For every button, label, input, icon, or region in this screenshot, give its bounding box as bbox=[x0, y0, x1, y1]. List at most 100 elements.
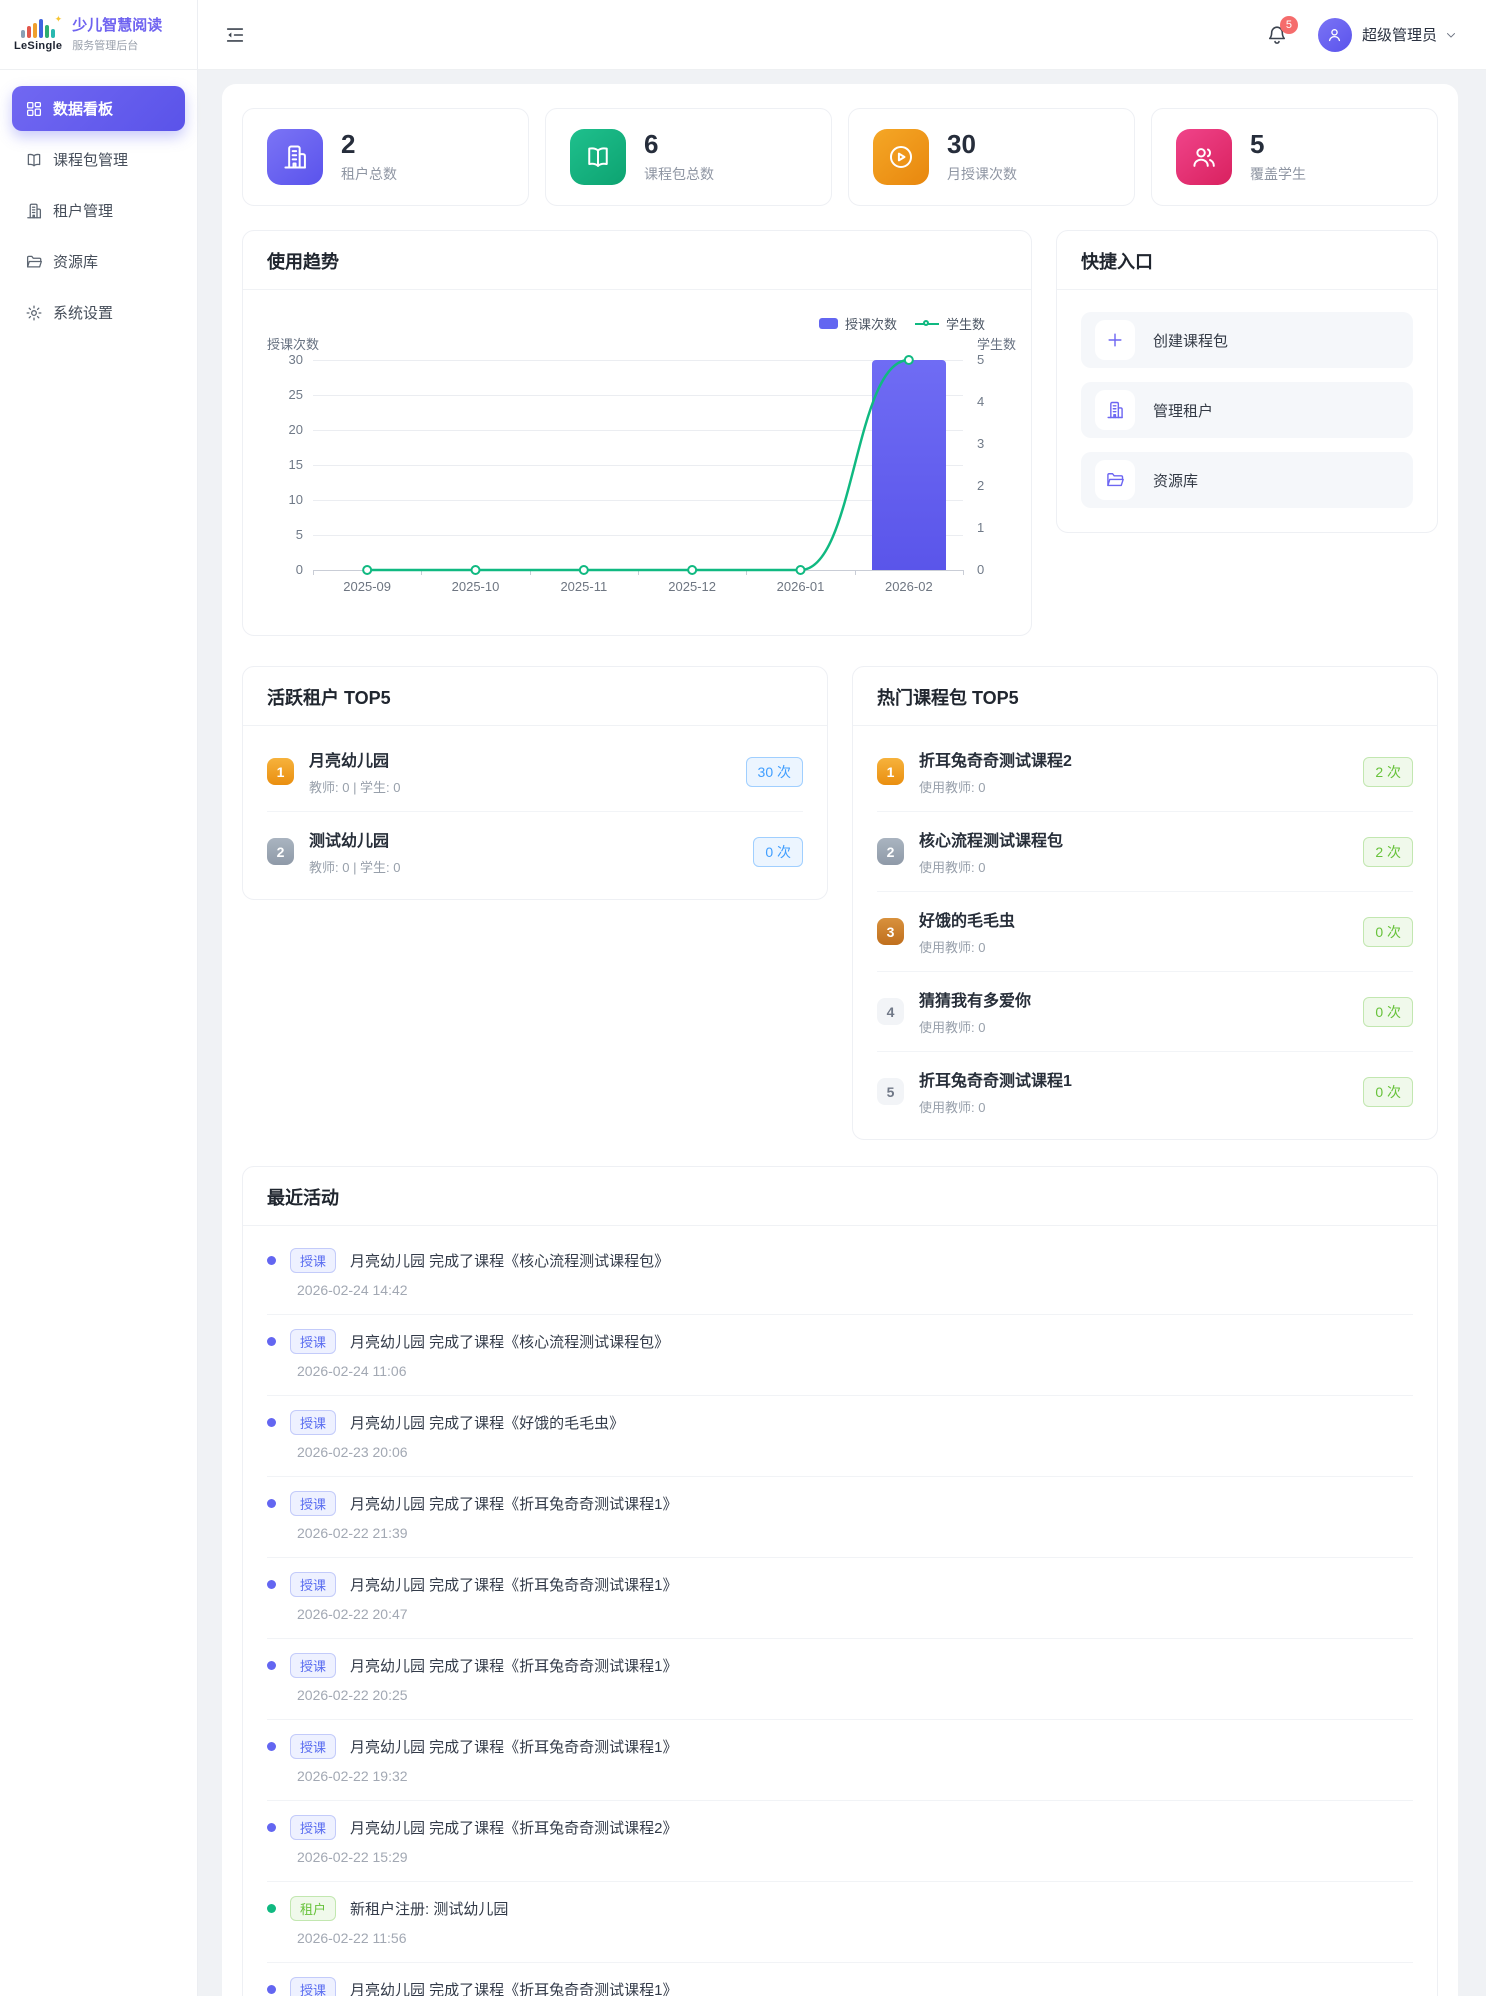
stat-value: 30 bbox=[947, 128, 976, 159]
stat-card: 6 课程包总数 bbox=[545, 108, 832, 206]
activity-timestamp: 2026-02-22 15:29 bbox=[297, 1849, 408, 1865]
gear-icon bbox=[25, 304, 43, 322]
activity-type-badge: 授课 bbox=[290, 1410, 337, 1435]
sidebar-nav: 数据看板 课程包管理 租户管理 资源库 系统设置 bbox=[0, 70, 197, 351]
plus-icon bbox=[1105, 330, 1125, 350]
left-axis-tick: 25 bbox=[288, 387, 303, 402]
activity-item: 授课 月亮幼儿园 完成了课程《折耳兔奇奇测试课程1》 2026-02-22 19… bbox=[267, 1720, 1413, 1801]
activity-type-badge: 授课 bbox=[290, 1653, 337, 1678]
hot-packages-card: 热门课程包 TOP5 1 折耳兔奇奇测试课程2 使用教师: 0 2 次 2 核心… bbox=[852, 666, 1438, 1140]
x-axis-label: 2025-10 bbox=[451, 579, 500, 594]
activity-item: 授课 月亮幼儿园 完成了课程《折耳兔奇奇测试课程1》 2026-02-22 20… bbox=[267, 1639, 1413, 1720]
sidebar-item-资源库[interactable]: 资源库 bbox=[12, 239, 185, 284]
main-column: 5 超级管理员 2 租户总数 6 课程包总数 30 月授课次数 bbox=[198, 0, 1486, 1996]
quick-entry-list: 创建课程包 管理租户 资源库 bbox=[1057, 290, 1437, 532]
rank-badge: 5 bbox=[877, 1078, 904, 1105]
grid-line bbox=[313, 360, 963, 361]
right-axis-title: 学生数 bbox=[977, 337, 1017, 352]
top5-row: 1 月亮幼儿园 教师: 0 | 学生: 0 30 次 bbox=[267, 732, 803, 812]
dashboard-panel: 2 租户总数 6 课程包总数 30 月授课次数 5 覆盖学生 使用趋势 授课次数… bbox=[222, 84, 1458, 1996]
activity-type-badge: 授课 bbox=[290, 1329, 337, 1354]
count-badge: 30 次 bbox=[745, 756, 803, 787]
x-axis-tickmark bbox=[638, 570, 639, 575]
sidebar-item-课程包管理[interactable]: 课程包管理 bbox=[12, 137, 185, 182]
top5-meta: 使用教师: 0 bbox=[919, 1020, 986, 1035]
recent-activity-list: 授课 月亮幼儿园 完成了课程《核心流程测试课程包》 2026-02-24 14:… bbox=[243, 1226, 1437, 1996]
activity-dot-icon bbox=[267, 1580, 276, 1589]
activity-timestamp: 2026-02-22 11:56 bbox=[297, 1930, 407, 1946]
sidebar-item-数据看板[interactable]: 数据看板 bbox=[12, 86, 185, 131]
quick-entry-label: 资源库 bbox=[1153, 472, 1199, 490]
x-axis-label: 2025-11 bbox=[560, 579, 608, 594]
notification-bell[interactable]: 5 bbox=[1266, 15, 1298, 46]
line-swatch-icon bbox=[914, 318, 939, 330]
left-axis-tick: 20 bbox=[288, 422, 303, 437]
top5-meta: 使用教师: 0 bbox=[919, 940, 986, 955]
open-book-icon bbox=[584, 143, 612, 171]
count-badge: 2 次 bbox=[1363, 836, 1413, 867]
legend-item-bar[interactable]: 授课次数 bbox=[818, 314, 897, 333]
count-badge: 0 次 bbox=[1363, 996, 1413, 1027]
x-axis-label: 2025-12 bbox=[668, 579, 717, 594]
user-name: 超级管理员 bbox=[1361, 27, 1437, 44]
sidebar-item-租户管理[interactable]: 租户管理 bbox=[12, 188, 185, 233]
grid-line bbox=[313, 500, 963, 501]
stat-label: 月授课次数 bbox=[947, 166, 1017, 183]
logo-spark-icon: ✦ bbox=[54, 13, 63, 24]
rank-badge: 4 bbox=[877, 998, 904, 1025]
stat-value: 6 bbox=[644, 128, 659, 159]
activity-type-badge: 租户 bbox=[290, 1896, 337, 1921]
legend-item-line[interactable]: 学生数 bbox=[914, 314, 985, 333]
right-axis-tick: 5 bbox=[977, 352, 985, 367]
top5-meta: 使用教师: 0 bbox=[919, 860, 986, 875]
grid-line bbox=[313, 535, 963, 536]
sidebar-item-系统设置[interactable]: 系统设置 bbox=[12, 290, 185, 335]
stat-card: 5 覆盖学生 bbox=[1151, 108, 1438, 206]
users-icon bbox=[1190, 143, 1218, 171]
active-tenants-list: 1 月亮幼儿园 教师: 0 | 学生: 0 30 次 2 测试幼儿园 教师: 0… bbox=[243, 726, 827, 899]
quick-entry-label: 管理租户 bbox=[1153, 402, 1214, 420]
activity-text: 月亮幼儿园 完成了课程《折耳兔奇奇测试课程1》 bbox=[350, 1577, 678, 1594]
recent-activity-title: 最近活动 bbox=[243, 1167, 1437, 1226]
quick-entry-button[interactable]: 资源库 bbox=[1081, 452, 1413, 508]
activity-item: 授课 月亮幼儿园 完成了课程《折耳兔奇奇测试课程1》 2026-02-22 20… bbox=[267, 1558, 1413, 1639]
activity-timestamp: 2026-02-22 20:47 bbox=[297, 1606, 408, 1622]
activity-text: 月亮幼儿园 完成了课程《好饿的毛毛虫》 bbox=[350, 1415, 625, 1432]
quick-entry-button[interactable]: 创建课程包 bbox=[1081, 312, 1413, 368]
folder-icon bbox=[25, 253, 43, 271]
left-axis-title: 授课次数 bbox=[267, 337, 320, 352]
chevron-down-icon[interactable] bbox=[1444, 28, 1458, 42]
count-badge: 2 次 bbox=[1363, 756, 1413, 787]
activity-text: 月亮幼儿园 完成了课程《折耳兔奇奇测试课程2》 bbox=[350, 1820, 678, 1837]
top5-meta: 使用教师: 0 bbox=[919, 1100, 986, 1115]
collapse-icon[interactable] bbox=[224, 24, 246, 46]
x-axis-tickmark bbox=[421, 570, 423, 575]
folder-icon bbox=[1105, 470, 1125, 490]
activity-item: 授课 月亮幼儿园 完成了课程《核心流程测试课程包》 2026-02-24 14:… bbox=[267, 1234, 1413, 1315]
sidebar-item-label: 租户管理 bbox=[53, 203, 114, 220]
usage-trend-chart: 授课次数 学生数 30 25 20 15 10 5 0 5 4 3 2 1 0 2025-09 2025-10 2… bbox=[243, 290, 1031, 635]
activity-dot-icon bbox=[267, 1418, 276, 1427]
brand-subtitle: 服务管理后台 bbox=[72, 40, 139, 53]
activity-type-badge: 授课 bbox=[290, 1572, 337, 1597]
quick-entry-button[interactable]: 管理租户 bbox=[1081, 382, 1413, 438]
sidebar-item-label: 课程包管理 bbox=[53, 152, 129, 169]
activity-dot-icon bbox=[267, 1823, 276, 1832]
logo-bars-icon: ✦ bbox=[21, 14, 62, 38]
count-badge: 0 次 bbox=[753, 836, 803, 867]
activity-dot-icon bbox=[267, 1499, 276, 1508]
user-icon bbox=[1325, 25, 1344, 44]
active-tenants-title: 活跃租户 TOP5 bbox=[243, 667, 827, 726]
x-axis-tickmark bbox=[746, 570, 748, 575]
x-axis-label: 2026-01 bbox=[776, 579, 825, 594]
grid-line bbox=[313, 430, 963, 431]
sidebar-item-label: 系统设置 bbox=[53, 305, 114, 322]
grid-line bbox=[313, 395, 963, 396]
activity-dot-icon bbox=[267, 1661, 276, 1670]
building-icon bbox=[281, 143, 309, 171]
stat-label: 租户总数 bbox=[341, 166, 397, 183]
avatar[interactable] bbox=[1317, 17, 1352, 52]
brand-block: ✦ LeSingle 少儿智慧阅读 服务管理后台 bbox=[0, 0, 197, 70]
rank-badge: 2 bbox=[267, 838, 294, 865]
activity-dot-icon bbox=[267, 1337, 276, 1346]
